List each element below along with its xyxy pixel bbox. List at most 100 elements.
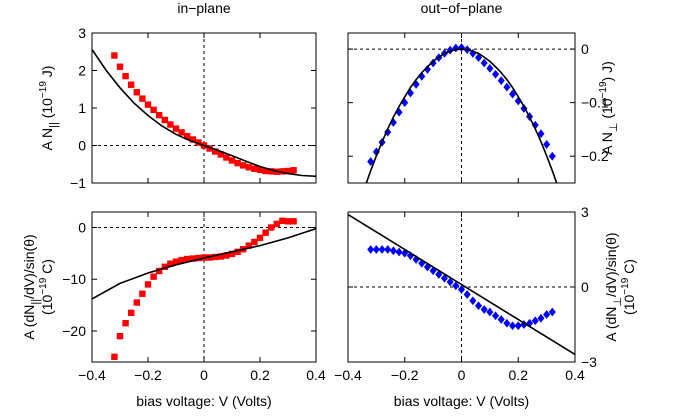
data-point: [206, 145, 213, 152]
y-label-unit: (10: [599, 98, 615, 122]
data-point: [217, 151, 224, 158]
x-tick-label: −0.2: [134, 367, 162, 383]
x-tick-label: −0.4: [334, 367, 362, 383]
y-label-rest: /dV)/sin(θ): [21, 234, 37, 299]
x-tick-label: 0.4: [306, 367, 326, 383]
data-layer: [92, 217, 316, 361]
data-point: [548, 151, 556, 161]
data-point: [401, 248, 409, 258]
data-point: [497, 315, 505, 324]
panel-4: −0.4 −0.2 0 0.2 0.4−3 0 3 bias voltage: V (Volt…: [334, 204, 637, 409]
data-point: [251, 238, 258, 246]
data-point: [195, 254, 202, 262]
panel-3: −0.4 −0.2 0 0.2 0.4 −20 −10 0 bias voltage: V (V…: [21, 211, 326, 409]
y-axis-label: A (dN⊥/dV)/sin(θ): [603, 232, 624, 341]
y-label-unit-end: C): [39, 259, 55, 278]
data-point: [161, 116, 168, 124]
y-tick-label: −10: [62, 271, 86, 287]
data-point: [262, 229, 269, 236]
panel-1: −1 0 1 2 3 in−plane A N|| (10−19 J): [38, 0, 317, 191]
data-point: [273, 220, 280, 228]
data-point: [531, 316, 539, 326]
y-tick-label: 0: [78, 138, 86, 154]
y-label-subscript: ||: [30, 299, 42, 305]
fit-line: [348, 213, 575, 356]
y-label-subscript: ⊥: [608, 123, 620, 133]
data-point: [111, 353, 118, 361]
data-point: [128, 309, 135, 317]
data-point: [234, 248, 241, 256]
data-point: [156, 111, 163, 119]
data-point: [372, 147, 380, 157]
data-point: [223, 154, 230, 161]
data-point: [389, 246, 397, 256]
x-tick-label: −0.4: [78, 367, 106, 383]
data-point: [116, 63, 124, 70]
data-point: [116, 332, 124, 340]
data-point: [503, 82, 511, 92]
x-tick-label: 0: [458, 367, 466, 383]
data-point: [212, 253, 219, 261]
fit-line: [92, 227, 316, 300]
data-point: [401, 98, 409, 108]
y-axis-label: A N⊥ (10−19) J): [598, 61, 620, 154]
y-tick-label: −0.1: [581, 95, 609, 111]
data-point: [189, 255, 196, 262]
y-label-main: A N: [599, 132, 615, 155]
x-tick-label: −0.2: [391, 367, 419, 383]
data-point: [150, 273, 157, 280]
data-point: [480, 305, 488, 314]
y-label-subscript: ||: [48, 122, 60, 128]
data-point: [251, 165, 258, 172]
data-point: [537, 313, 545, 323]
data-point: [189, 136, 196, 143]
data-point: [150, 106, 157, 114]
x-tick-label: 0.2: [250, 367, 270, 383]
y-label-main: A (dN: [603, 307, 619, 342]
data-point: [520, 104, 528, 113]
chart-title: out−of−plane: [421, 0, 503, 16]
data-point: [509, 321, 517, 331]
data-point: [212, 148, 219, 155]
y-label-subscript: ⊥: [612, 297, 624, 307]
y-tick-label: 1: [78, 100, 86, 116]
data-point: [133, 299, 140, 306]
data-point: [178, 129, 185, 136]
data-point: [492, 69, 500, 79]
x-tick-label: 0: [200, 367, 208, 383]
data-point: [268, 224, 275, 231]
data-point: [418, 258, 426, 268]
x-axis-label: bias voltage: V (Volts): [136, 393, 271, 409]
y-label-unit: (10: [39, 98, 55, 122]
data-point: [268, 168, 275, 175]
y-label-main: A N: [39, 128, 55, 151]
fit-line: [92, 49, 316, 178]
data-point: [514, 321, 522, 331]
y-tick-label: 0: [581, 279, 589, 295]
y-label-unit-end: J): [39, 66, 55, 82]
data-point: [378, 245, 386, 254]
data-point: [279, 217, 286, 224]
data-point: [228, 250, 236, 258]
y-label-rest: /dV)/sin(θ): [603, 232, 619, 297]
y-tick-label: 3: [78, 25, 86, 41]
data-point: [367, 157, 375, 166]
y-tick-label: 2: [78, 63, 86, 79]
data-point: [240, 162, 247, 169]
data-point: [167, 121, 174, 128]
data-point: [184, 255, 191, 263]
data-layer: [365, 43, 558, 183]
data-point: [223, 252, 230, 259]
y-label-exponent: −19: [620, 277, 631, 294]
data-point: [492, 311, 500, 321]
data-point: [475, 301, 483, 311]
data-point: [372, 245, 380, 254]
data-point: [195, 139, 202, 146]
data-point: [228, 157, 236, 164]
data-point: [178, 256, 185, 264]
data-point: [435, 270, 443, 279]
data-point: [139, 290, 146, 297]
y-label-exponent: −19: [38, 277, 49, 294]
data-point: [463, 290, 471, 299]
